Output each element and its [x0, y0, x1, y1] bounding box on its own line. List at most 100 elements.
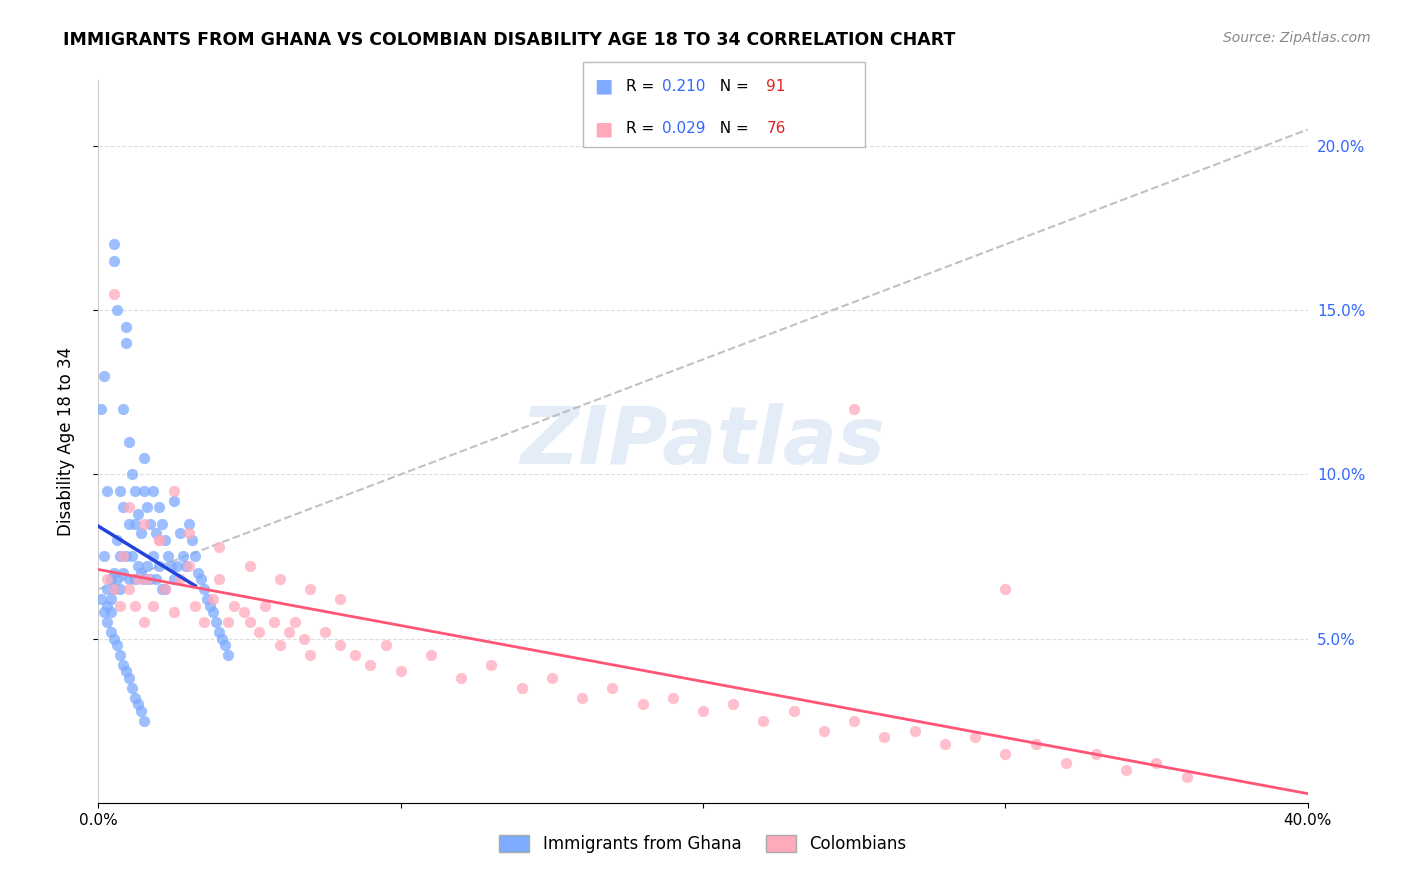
Point: [163, 573, 186, 587]
Point: [90, 592, 112, 607]
Point: [145, 526, 167, 541]
Point: [111, 549, 134, 564]
Point: [1144, 756, 1167, 771]
Point: [1054, 756, 1077, 771]
Point: [148, 533, 170, 547]
Point: [93, 368, 115, 383]
Point: [105, 638, 128, 652]
Point: [179, 559, 201, 574]
Point: [239, 559, 262, 574]
Point: [181, 533, 204, 547]
Point: [232, 605, 254, 619]
Point: [96, 483, 118, 498]
Point: [160, 559, 183, 574]
Point: [481, 657, 503, 672]
Point: [105, 303, 128, 318]
Point: [184, 599, 207, 613]
Point: [200, 599, 222, 613]
Point: [844, 714, 866, 728]
Point: [292, 632, 315, 646]
Point: [540, 671, 562, 685]
Text: 0.029: 0.029: [662, 121, 706, 136]
Point: [114, 319, 136, 334]
Point: [114, 336, 136, 351]
Point: [129, 704, 152, 718]
Point: [127, 507, 149, 521]
Point: [783, 704, 806, 718]
Point: [965, 730, 987, 744]
Point: [103, 582, 125, 597]
Point: [208, 573, 231, 587]
Point: [239, 615, 262, 630]
Text: ■: ■: [595, 77, 613, 95]
Point: [103, 253, 125, 268]
Point: [174, 559, 197, 574]
Point: [374, 638, 396, 652]
Point: [389, 665, 412, 679]
Point: [100, 592, 122, 607]
Point: [172, 549, 194, 564]
Point: [153, 582, 176, 597]
Point: [108, 483, 131, 498]
Point: [150, 582, 173, 597]
Point: [114, 665, 136, 679]
Point: [135, 559, 157, 574]
Point: [994, 747, 1017, 761]
Point: [1024, 737, 1046, 751]
Point: [284, 615, 307, 630]
Legend: Immigrants from Ghana, Colombians: Immigrants from Ghana, Colombians: [492, 828, 914, 860]
Point: [208, 540, 231, 554]
Point: [344, 648, 367, 662]
Point: [934, 737, 956, 751]
Point: [329, 638, 352, 652]
Point: [93, 605, 115, 619]
Y-axis label: Disability Age 18 to 34: Disability Age 18 to 34: [56, 347, 75, 536]
Point: [96, 615, 118, 630]
Point: [195, 592, 218, 607]
Point: [148, 559, 170, 574]
Point: [132, 483, 155, 498]
Point: [193, 615, 215, 630]
Point: [1175, 770, 1198, 784]
Text: R =: R =: [626, 78, 659, 94]
Point: [299, 648, 322, 662]
Point: [148, 533, 170, 547]
Point: [994, 582, 1017, 597]
Point: [103, 566, 125, 580]
Point: [299, 582, 322, 597]
Point: [124, 690, 146, 705]
Text: 0.210: 0.210: [662, 78, 706, 94]
Point: [108, 582, 131, 597]
Point: [1085, 747, 1108, 761]
Point: [360, 657, 382, 672]
Point: [118, 516, 141, 531]
Point: [142, 599, 165, 613]
Point: [571, 690, 593, 705]
Point: [105, 573, 128, 587]
Point: [329, 592, 352, 607]
Point: [118, 671, 141, 685]
Point: [277, 625, 299, 640]
Point: [224, 599, 246, 613]
Point: [111, 500, 134, 515]
Point: [100, 573, 122, 587]
Point: [142, 549, 165, 564]
Point: [169, 526, 191, 541]
Point: [179, 516, 201, 531]
Point: [163, 605, 186, 619]
Point: [127, 559, 149, 574]
Point: [631, 698, 654, 712]
Point: [269, 573, 291, 587]
Text: R =: R =: [626, 121, 659, 136]
Point: [108, 599, 131, 613]
Point: [314, 625, 336, 640]
Point: [114, 549, 136, 564]
Point: [105, 533, 128, 547]
Point: [208, 625, 231, 640]
Point: [100, 625, 122, 640]
Point: [124, 599, 146, 613]
Point: [124, 516, 146, 531]
Text: 91: 91: [766, 78, 786, 94]
Point: [163, 483, 186, 498]
Point: [121, 467, 143, 482]
